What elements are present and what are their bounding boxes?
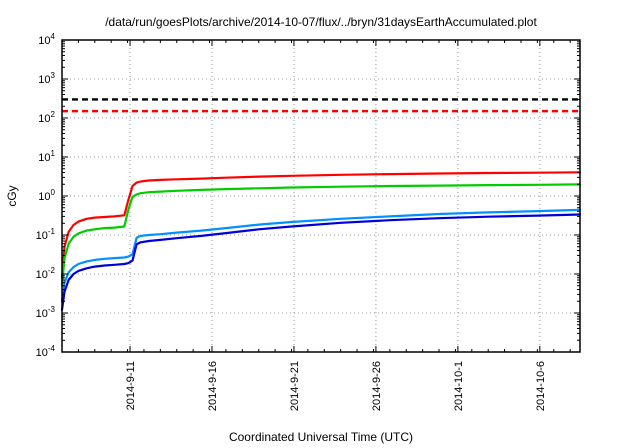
- x-tick-label: 2014-9-16: [207, 361, 219, 411]
- axes: [61, 39, 581, 353]
- x-tick-label: 2014-10-1: [453, 361, 465, 411]
- x-tick-label: 2014-9-21: [289, 361, 301, 411]
- plot-content: 104 103 102 101 100 10-1 10-2 10-3 10-4 2014-9-11…: [36, 32, 582, 411]
- y-tick-label: 102: [38, 110, 55, 125]
- y-tick-label: 104: [38, 32, 55, 47]
- y-tick-label: 10-2: [36, 266, 56, 281]
- series-blue: [60, 213, 582, 311]
- y-tick-label: 101: [38, 149, 55, 164]
- chart-title: /data/run/goesPlots/archive/2014-10-07/f…: [105, 15, 537, 29]
- series-green: [60, 183, 582, 287]
- x-tick-label: 2014-9-26: [371, 361, 383, 411]
- y-axis-label: cGy: [5, 185, 19, 206]
- y-tick-label: 103: [38, 71, 55, 86]
- series-red: [60, 171, 582, 279]
- y-tick-label: 100: [38, 188, 55, 203]
- y-tick-label: 10-3: [36, 305, 56, 320]
- x-tick-label: 2014-10-6: [535, 361, 547, 411]
- y-tick-label: 10-4: [36, 344, 56, 359]
- series-light-blue: [60, 208, 582, 303]
- grid-lines: [62, 39, 580, 353]
- tick-labels: 104 103 102 101 100 10-1 10-2 10-3 10-4 2014-9-11…: [36, 32, 547, 411]
- x-axis-label: Coordinated Universal Time (UTC): [229, 430, 413, 444]
- x-tick-label: 2014-9-11: [125, 361, 137, 410]
- y-tick-label: 10-1: [36, 227, 56, 242]
